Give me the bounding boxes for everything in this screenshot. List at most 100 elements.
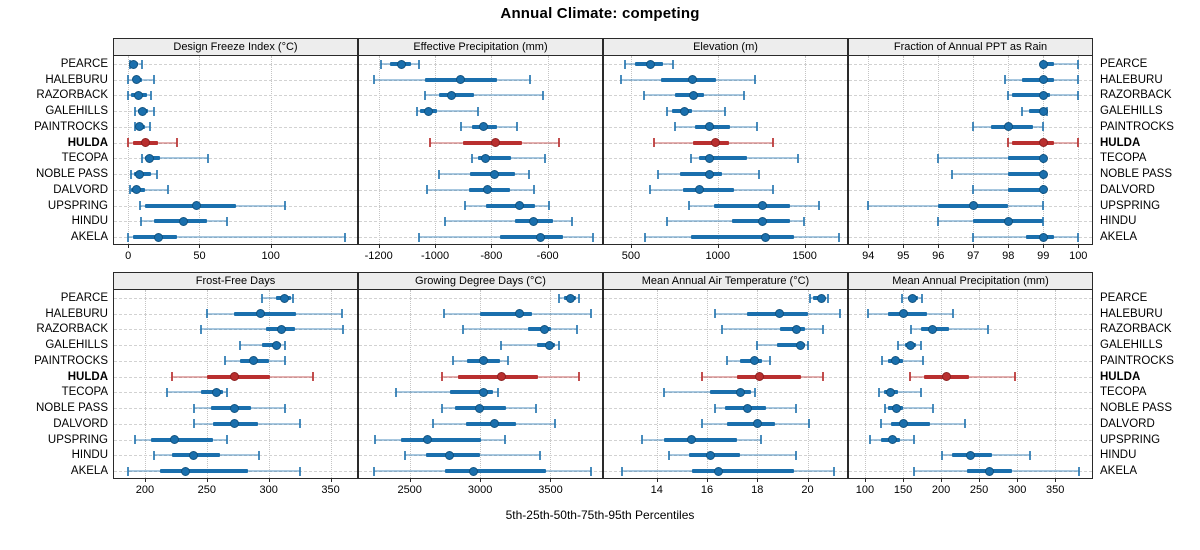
x-gridline [144,290,146,478]
interval-cap [1003,75,1006,85]
interval-5-95 [952,173,1044,176]
row-gridline [849,329,1092,331]
interval-cap [496,387,499,397]
interval-cap [668,450,671,460]
panel-mean-annual-precipitation-mm: Mean Annual Precipitation (mm) 100 150 200 2… [848,272,1093,496]
median-dot [1003,122,1013,132]
interval-cap [127,232,130,242]
row-gridline [849,376,1092,378]
site-label-right-razorback: RAZORBACK [1100,89,1172,102]
site-label-right-hulda: HULDA [1100,136,1141,149]
panel-strip: Fraction of Annual PPT as Rain [848,38,1093,56]
interval-cap [649,185,652,195]
interval-cap [500,340,503,350]
median-dot [249,356,259,366]
site-label-right-hulda: HULDA [1100,370,1141,383]
interval-cap [689,153,692,163]
median-dot [491,138,501,148]
x-gridline [903,56,905,244]
row-gridline [114,345,357,347]
interval-cap [239,340,242,350]
x-gridline [707,290,709,478]
site-label-left-paintrocks: PAINTROCKS [34,354,108,367]
median-dot [752,419,762,429]
interval-25-75 [499,235,564,239]
interval-cap [167,185,170,195]
interval-cap [932,403,935,413]
interval-5-95 [240,344,285,347]
row-gridline [114,95,357,97]
interval-5-95 [463,328,577,331]
x-tick [409,478,411,482]
interval-cap [821,324,824,334]
interval-5-95 [395,391,498,394]
interval-cap [341,324,344,334]
interval-cap [589,466,592,476]
x-tick [1055,478,1057,482]
site-label-right-hindu: HINDU [1100,449,1137,462]
interval-cap [821,372,824,382]
interval-cap [757,169,760,179]
x-tick [807,478,809,482]
x-tick [128,244,130,248]
interval-25-75 [1008,156,1044,161]
median-dot [229,403,239,413]
median-dot [1003,216,1013,226]
x-tick [973,244,975,248]
x-tick-label: 14 [650,484,663,496]
interval-cap [532,185,535,195]
median-dot [445,450,455,460]
row-gridline [359,205,602,207]
median-dot [750,356,760,366]
interval-cap [897,340,900,350]
row-gridline [114,174,357,176]
site-label-left-galehills: GALEHILLS [45,105,108,118]
interval-cap [883,403,886,413]
interval-cap [553,419,556,429]
interval-cap [155,169,158,179]
median-dot [885,387,895,397]
x-tick-label: 50 [193,250,206,262]
median-dot [212,387,222,397]
median-dot [515,309,525,319]
interval-25-75 [1022,77,1054,82]
interval-25-75 [527,327,552,332]
interval-cap [880,356,883,366]
x-gridline [1043,56,1045,244]
interval-cap [542,90,545,100]
interval-cap [1042,216,1045,226]
panel-fraction-of-annual-ppt-as-rain: Fraction of Annual PPT as Rain 94 95 96 97 98… [848,38,1093,262]
x-tick-label: 250 [197,484,216,496]
x-tick-label: 1000 [705,250,731,262]
median-dot [456,75,466,85]
median-dot [816,293,826,303]
median-dot [713,466,723,476]
interval-25-75 [664,437,738,442]
panel-strip: Mean Annual Air Temperature (°C) [603,272,848,290]
x-tick-label: -600 [536,250,559,262]
interval-cap [809,293,812,303]
x-tick [717,244,719,248]
interval-cap [127,90,130,100]
interval-cap [919,340,922,350]
interval-cap [795,403,798,413]
row-gridline [604,329,847,331]
median-dot [887,435,897,445]
site-label-right-haleburu: HALEBURU [1100,73,1163,86]
median-dot [898,419,908,429]
median-dot [890,356,900,366]
interval-cap [292,293,295,303]
interval-cap [127,138,130,148]
interval-5-95 [417,110,478,113]
interval-cap [503,435,506,445]
interval-5-95 [1043,63,1079,65]
interval-cap [1007,90,1010,100]
row-gridline [114,329,357,331]
interval-cap [471,153,474,163]
row-gridline [114,158,357,160]
site-label-right-hindu: HINDU [1100,215,1137,228]
interval-cap [912,435,915,445]
interval-5-95 [424,94,544,97]
interval-cap [802,216,805,226]
row-gridline [114,439,357,441]
